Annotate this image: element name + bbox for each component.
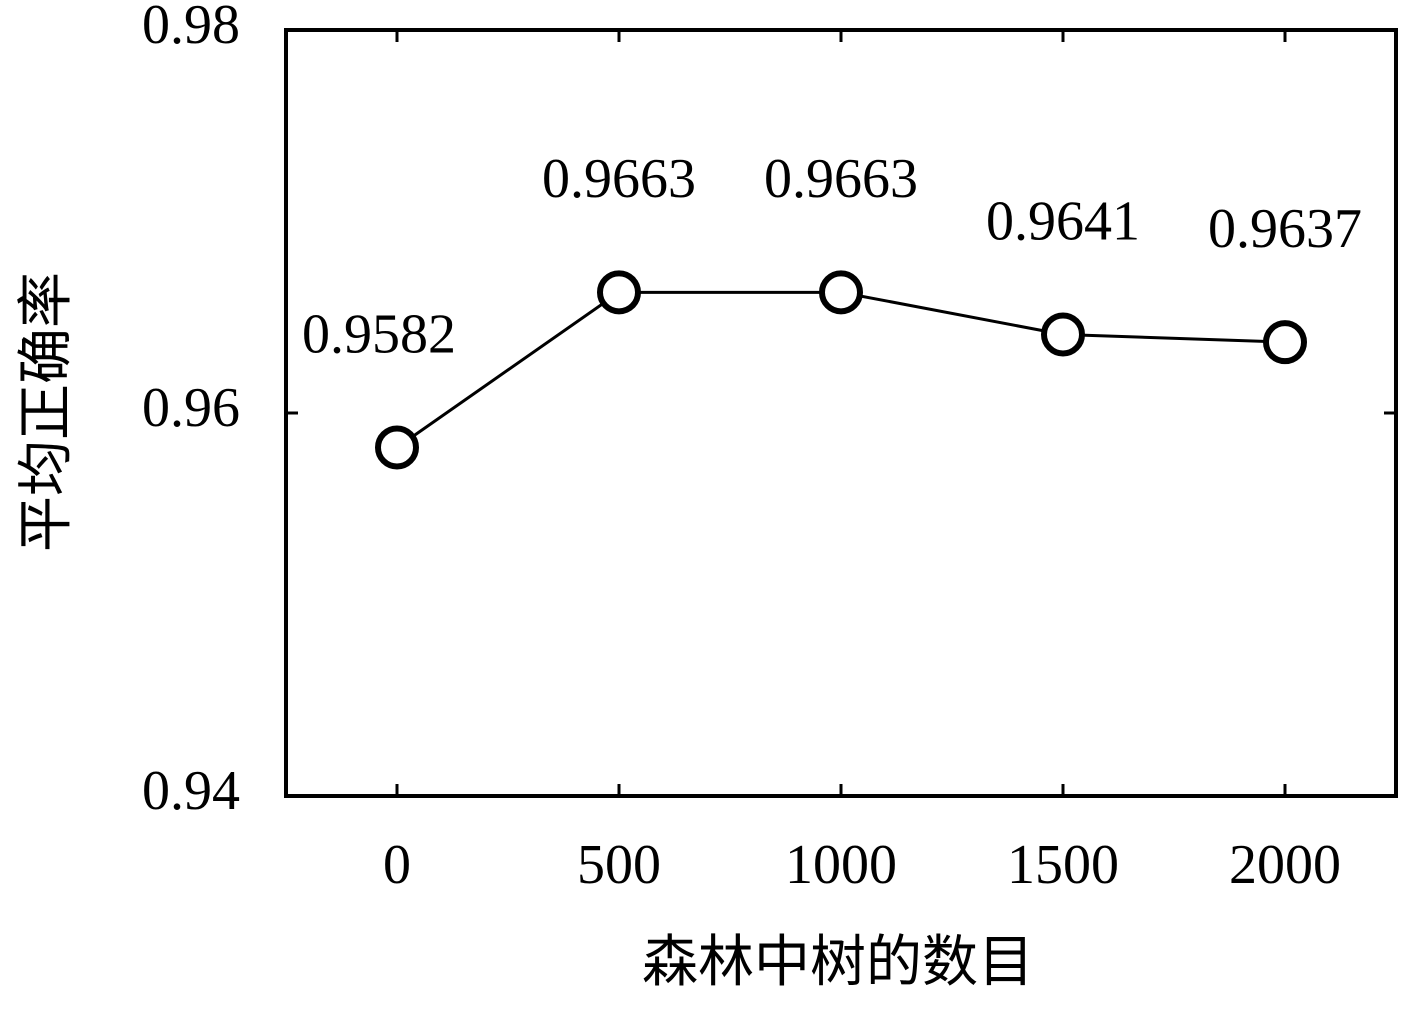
point	[597, 270, 641, 315]
point	[375, 425, 419, 470]
plot-frame	[284, 28, 1398, 798]
x-tick-label: 0	[383, 834, 411, 896]
point	[1041, 312, 1085, 357]
data-label: 0.9582	[302, 303, 456, 365]
y-tick-label: 0.96	[142, 377, 240, 439]
data-label: 0.9637	[1208, 198, 1362, 260]
x-tick-label: 500	[577, 834, 661, 896]
y-axis-label: 平均正确率	[16, 272, 78, 552]
x-tick-label: 2000	[1229, 834, 1341, 896]
data-label: 0.9641	[986, 190, 1140, 252]
point	[819, 270, 863, 315]
data-label: 0.9663	[764, 148, 918, 210]
y-tick-label: 0.94	[142, 760, 240, 822]
data-label: 0.9663	[542, 148, 696, 210]
x-tick-label: 1000	[785, 834, 897, 896]
point	[1263, 320, 1307, 365]
x-tick-label: 1500	[1007, 834, 1119, 896]
x-axis-label: 森林中树的数目	[642, 932, 1034, 994]
y-tick-label: 0.98	[142, 0, 240, 56]
line	[396, 290, 1286, 449]
